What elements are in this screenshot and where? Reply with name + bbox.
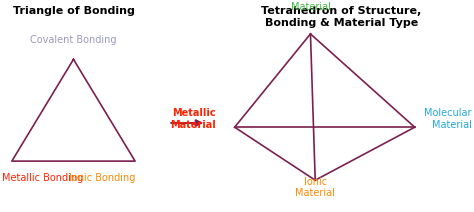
Text: Network Covalent
Material: Network Covalent Material <box>267 0 354 12</box>
Text: Ionic Bonding: Ionic Bonding <box>69 173 135 183</box>
Text: Metallic
Material: Metallic Material <box>170 108 216 130</box>
Text: Tetrahedron of Structure,
Bonding & Material Type: Tetrahedron of Structure, Bonding & Mate… <box>261 6 421 28</box>
Text: Metallic Bonding: Metallic Bonding <box>2 173 83 183</box>
Text: Triangle of Bonding: Triangle of Bonding <box>12 6 135 16</box>
Text: Molecular
Material: Molecular Material <box>424 108 472 130</box>
Text: Covalent Bonding: Covalent Bonding <box>30 35 117 45</box>
Text: Ionic
Material: Ionic Material <box>295 177 335 198</box>
